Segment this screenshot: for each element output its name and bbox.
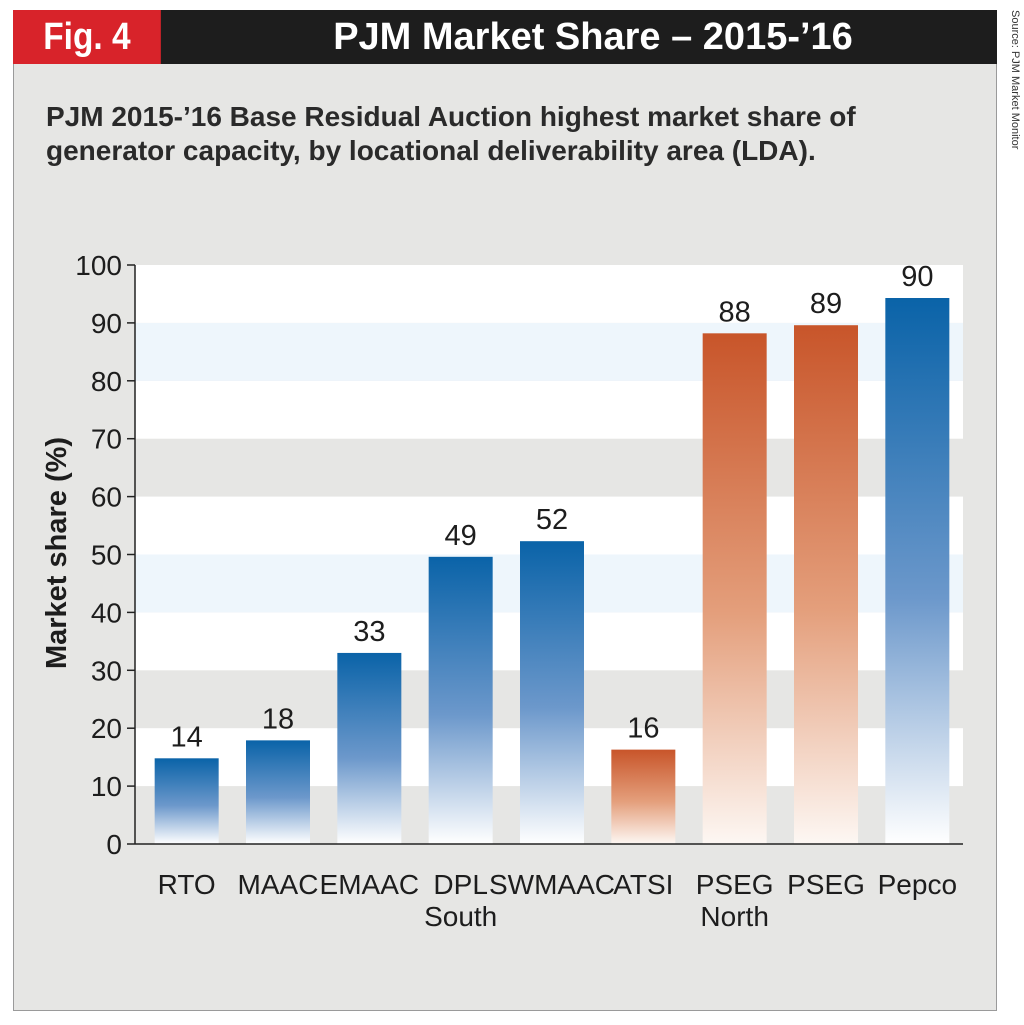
bar <box>611 749 676 844</box>
x-tick-label: EMAAC <box>320 869 420 900</box>
bar-data-label: 52 <box>536 504 568 536</box>
bar-data-label: 88 <box>719 296 751 328</box>
y-tick-label: 90 <box>91 308 122 339</box>
x-tick-label: PSEG <box>696 869 774 900</box>
bar-data-label: 49 <box>445 520 477 552</box>
bar-data-label: 18 <box>262 703 294 735</box>
y-tick-label: 40 <box>91 597 122 628</box>
y-tick-label: 10 <box>91 771 122 802</box>
bar <box>154 758 219 844</box>
bar-data-label: 33 <box>353 616 385 648</box>
source-credit: Source: PJM Market Monitor <box>1009 10 1021 150</box>
x-tick-label: South <box>424 901 497 932</box>
y-axis-title: Market share (%) <box>41 437 73 669</box>
y-tick-label: 30 <box>91 655 122 686</box>
y-axis: 0 10 20 30 40 50 60 70 80 90 100 <box>75 250 136 860</box>
bar <box>702 333 767 844</box>
grid-band <box>135 265 963 323</box>
figure-header: Fig. 4 PJM Market Share – 2015-’16 <box>13 10 997 64</box>
bar-data-label: 89 <box>810 288 842 320</box>
figure-title: PJM Market Share – 2015-’16 <box>333 16 853 58</box>
bars-group <box>154 298 950 844</box>
y-tick-label: 0 <box>106 829 122 860</box>
y-tick-label: 70 <box>91 424 122 455</box>
bar-data-label: 90 <box>901 261 933 293</box>
y-tick-label: 50 <box>91 540 122 571</box>
x-tick-label: DPL <box>433 869 487 900</box>
y-tick-label: 100 <box>75 250 122 281</box>
x-tick-label: ATSI <box>613 869 673 900</box>
bar-data-label: 16 <box>627 713 659 745</box>
y-tick-label: 80 <box>91 366 122 397</box>
chart-subtitle: PJM 2015-’16 Base Residual Auction highe… <box>46 101 856 166</box>
x-tick-label: SWMAAC <box>489 869 615 900</box>
bar <box>428 556 493 844</box>
bar <box>794 325 858 844</box>
y-tick-label: 60 <box>91 482 122 513</box>
x-tick-label: PSEG <box>787 869 865 900</box>
x-tick-label: MAAC <box>238 869 319 900</box>
bar <box>246 740 310 844</box>
y-tick-label: 20 <box>91 713 122 744</box>
x-tick-label: RTO <box>158 869 216 900</box>
x-tick-label: Pepco <box>878 869 957 900</box>
bar <box>520 541 584 844</box>
bar-data-label: 14 <box>171 721 203 753</box>
data-labels-group: 14 18 33 49 52 16 88 89 90 <box>171 261 934 753</box>
bar <box>337 652 402 844</box>
bar <box>885 298 950 844</box>
x-tick-label: North <box>700 901 768 932</box>
figure-number-tag: Fig. 4 <box>13 10 161 64</box>
